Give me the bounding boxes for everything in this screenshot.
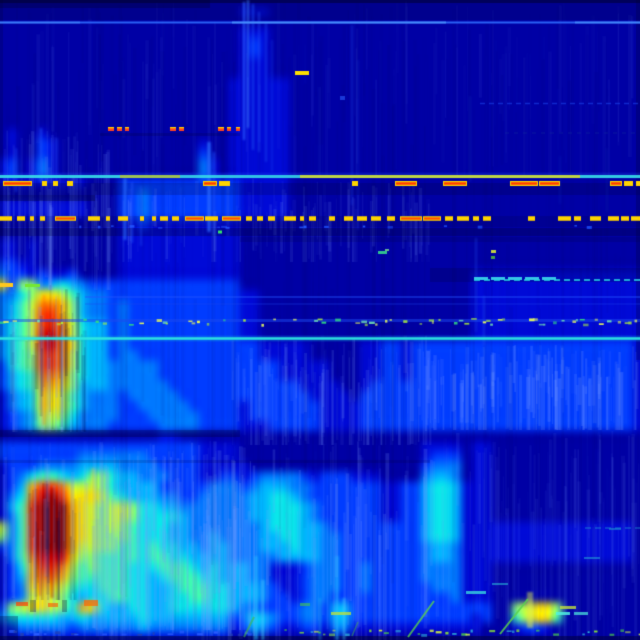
spectrogram-heatmap xyxy=(0,0,640,640)
spectrogram-canvas xyxy=(0,0,640,640)
